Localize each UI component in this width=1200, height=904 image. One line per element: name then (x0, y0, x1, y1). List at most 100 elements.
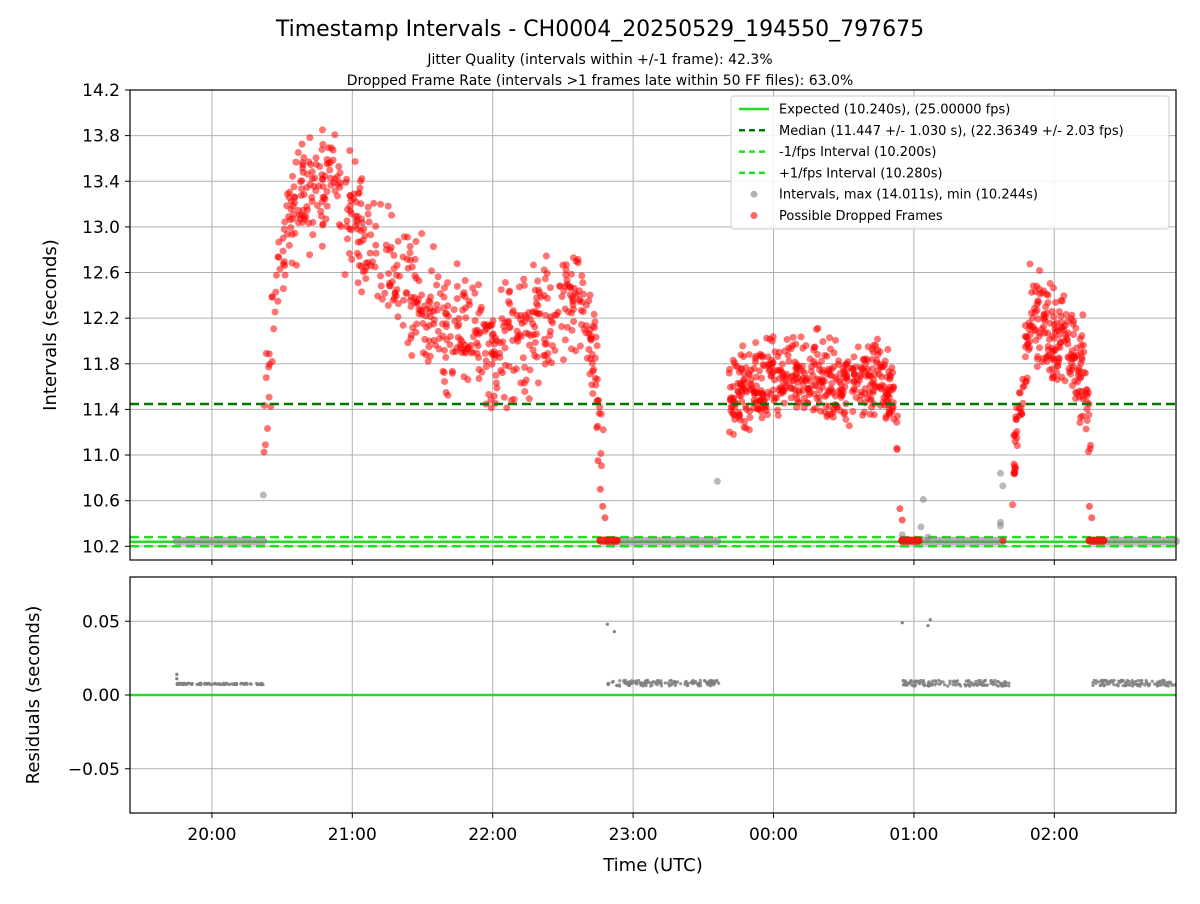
residual-point (634, 679, 638, 683)
dropped-frame-point (475, 281, 483, 289)
dropped-frame-point (415, 305, 423, 313)
dropped-frame-point (532, 330, 540, 338)
residual-point (979, 678, 983, 683)
dropped-frame-point (508, 309, 516, 317)
dropped-frame-point (735, 392, 743, 400)
residual-point (698, 678, 702, 682)
dropped-frame-point (889, 369, 897, 377)
dropped-frame-point (1088, 514, 1096, 522)
residual-point (934, 679, 938, 683)
residual-point (1144, 678, 1148, 683)
dropped-frame-point (1057, 313, 1065, 321)
dropped-frame-point (848, 364, 856, 372)
dropped-frame-point (353, 218, 361, 226)
dropped-frame-point (593, 342, 601, 350)
dropped-frame-point (859, 411, 867, 419)
dropped-frame-point (394, 237, 402, 245)
dropped-frame-point (370, 199, 378, 207)
residual-point (1143, 683, 1147, 687)
residual-point (1130, 678, 1134, 683)
dropped-frame-point (729, 356, 737, 364)
dropped-frame-point (490, 348, 498, 356)
residual-point (709, 679, 713, 683)
residual-point (651, 680, 656, 684)
dropped-frame-point (758, 374, 766, 382)
dropped-frame-point (513, 327, 521, 335)
dropped-frame-point (384, 301, 392, 309)
dropped-frame-point (433, 301, 441, 309)
dropped-frame-point (421, 302, 429, 310)
dropped-frame-point (294, 219, 302, 227)
dropped-frame-point (1077, 413, 1085, 421)
dropped-frame-point (284, 190, 292, 198)
dropped-frame-point (1049, 354, 1057, 362)
dropped-frame-point (867, 395, 875, 403)
dropped-frame-point (303, 170, 311, 178)
dropped-frame-point (509, 336, 517, 344)
residual-point (1120, 678, 1124, 682)
dropped-frame-point (490, 392, 498, 400)
dropped-frame-point (366, 249, 374, 257)
residual-point (669, 682, 673, 687)
residual-point (1114, 683, 1119, 687)
dropped-frame-point (320, 193, 328, 201)
dropped-frame-point (577, 306, 585, 314)
dropped-frame-point (292, 158, 300, 166)
dropped-frame-point (783, 335, 791, 343)
dropped-frame-point (281, 218, 289, 226)
dropped-frame-point (465, 301, 473, 309)
dropped-frame-point (827, 372, 835, 380)
intervals-axes: 10.2 10.6 11.0 11.4 11.8 12.2 12.6 13.0 13.4 13.8… (82, 81, 1177, 565)
dropped-frame-point (532, 309, 540, 317)
residual-point (231, 682, 236, 687)
dropped-frame-point (460, 373, 468, 381)
dropped-frame-point (400, 233, 408, 241)
dropped-frame-point (778, 360, 786, 368)
dropped-frame-point (1012, 413, 1020, 421)
dropped-frame-point (1033, 363, 1041, 371)
dropped-frame-point (1068, 382, 1076, 390)
dropped-frame-point (457, 336, 465, 344)
dropped-frame-point (793, 395, 801, 403)
intervals-frame (129, 89, 1177, 561)
dropped-frame-point (264, 425, 272, 433)
dropped-frame-point (279, 247, 287, 255)
residual-point (901, 679, 905, 683)
dropped-frame-point (372, 249, 380, 257)
dropped-frame-point (450, 306, 458, 314)
dropped-frame-point (1023, 341, 1031, 349)
residual-point (956, 682, 961, 686)
dropped-frame-point (597, 462, 605, 470)
dropped-frame-point (842, 415, 850, 423)
x-tick-label: 02:00 (1030, 825, 1079, 845)
legend-box (730, 95, 1170, 230)
dropped-frame-point (501, 344, 509, 352)
dropped-frame-point (741, 387, 749, 395)
dropped-frame-point (1048, 307, 1056, 315)
dropped-frame-point (347, 210, 355, 218)
dropped-frame-point (532, 299, 540, 307)
dropped-frame-point (562, 266, 570, 274)
residual-point (176, 682, 181, 687)
dropped-frame-point (745, 426, 753, 434)
dropped-frame-point (533, 353, 541, 361)
dropped-frame-point (493, 384, 501, 392)
dropped-frame-point (435, 334, 443, 342)
dropped-frame-point (298, 177, 306, 185)
dropped-frame-point (519, 354, 527, 362)
dropped-frame-point (365, 218, 373, 226)
residual-point (964, 679, 968, 683)
residuals-ytick-label: −0.05 (68, 760, 120, 780)
dropped-frame-point (407, 293, 415, 301)
dropped-frame-point (569, 297, 577, 305)
dropped-frame-point (1070, 330, 1078, 338)
dropped-frame-point (406, 249, 414, 257)
dropped-frame-point (510, 366, 518, 374)
interval-point (996, 469, 1004, 477)
dropped-frame-point (488, 360, 496, 368)
dropped-frame-point (1045, 335, 1053, 343)
dropped-frame-point (839, 386, 847, 394)
residual-point (223, 682, 227, 686)
dropped-frame-point (560, 287, 568, 295)
dropped-frame-point (522, 329, 530, 337)
